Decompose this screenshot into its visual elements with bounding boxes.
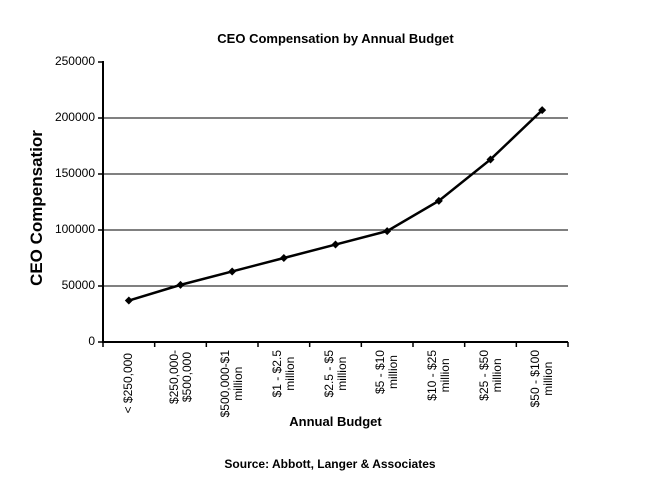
data-point-marker [228,267,237,276]
source-note: Source: Abbott, Langer & Associates [224,457,436,471]
x-category-label-text: $1 - $2.5 million [269,350,297,398]
x-category-label: $50 - $100 million [528,350,586,407]
x-category-label: $250,000- $500,000 [167,350,222,404]
x-category-label-text: $250,000- $500,000 [166,350,194,405]
data-point-marker [486,155,495,164]
x-category-label-text: $2.5 - $5 million [321,350,349,398]
y-tick-label: 50000 [61,278,95,292]
series-line [128,109,544,302]
y-tick-label: 100000 [54,222,95,236]
data-point-marker [538,106,547,115]
data-point-marker [434,196,443,205]
x-category-label: $1 - $2.5 million [270,350,318,397]
x-category-label: $2.5 - $5 million [322,350,370,397]
data-point-marker [176,280,185,289]
x-category-label-text: < $250,000 [121,353,136,414]
y-tick-label: 150000 [54,166,95,180]
x-axis-title: Annual Budget [289,414,382,429]
data-point-marker [124,296,133,305]
x-category-label: $25 - $50 million [477,350,529,401]
x-category-label-text: $10 - $25 million [424,350,452,401]
y-tick-label: 200000 [54,110,95,124]
y-tick-label: 250000 [54,54,95,68]
x-category-label-text: $500,000-$1 million [218,350,246,418]
y-tick-label: 0 [88,334,95,348]
x-category-label-text: $5 - $10 million [373,350,401,395]
x-category-label-text: $50 - $100 million [528,350,556,408]
data-point-marker [331,240,340,249]
x-category-label-text: $25 - $50 million [476,350,504,401]
data-point-marker [279,254,288,262]
x-category-label: $5 - $10 million [373,350,418,394]
data-point-marker [383,227,392,236]
x-category-label: $10 - $25 million [425,350,477,401]
chart-title: CEO Compensation by Annual Budget [217,31,454,46]
